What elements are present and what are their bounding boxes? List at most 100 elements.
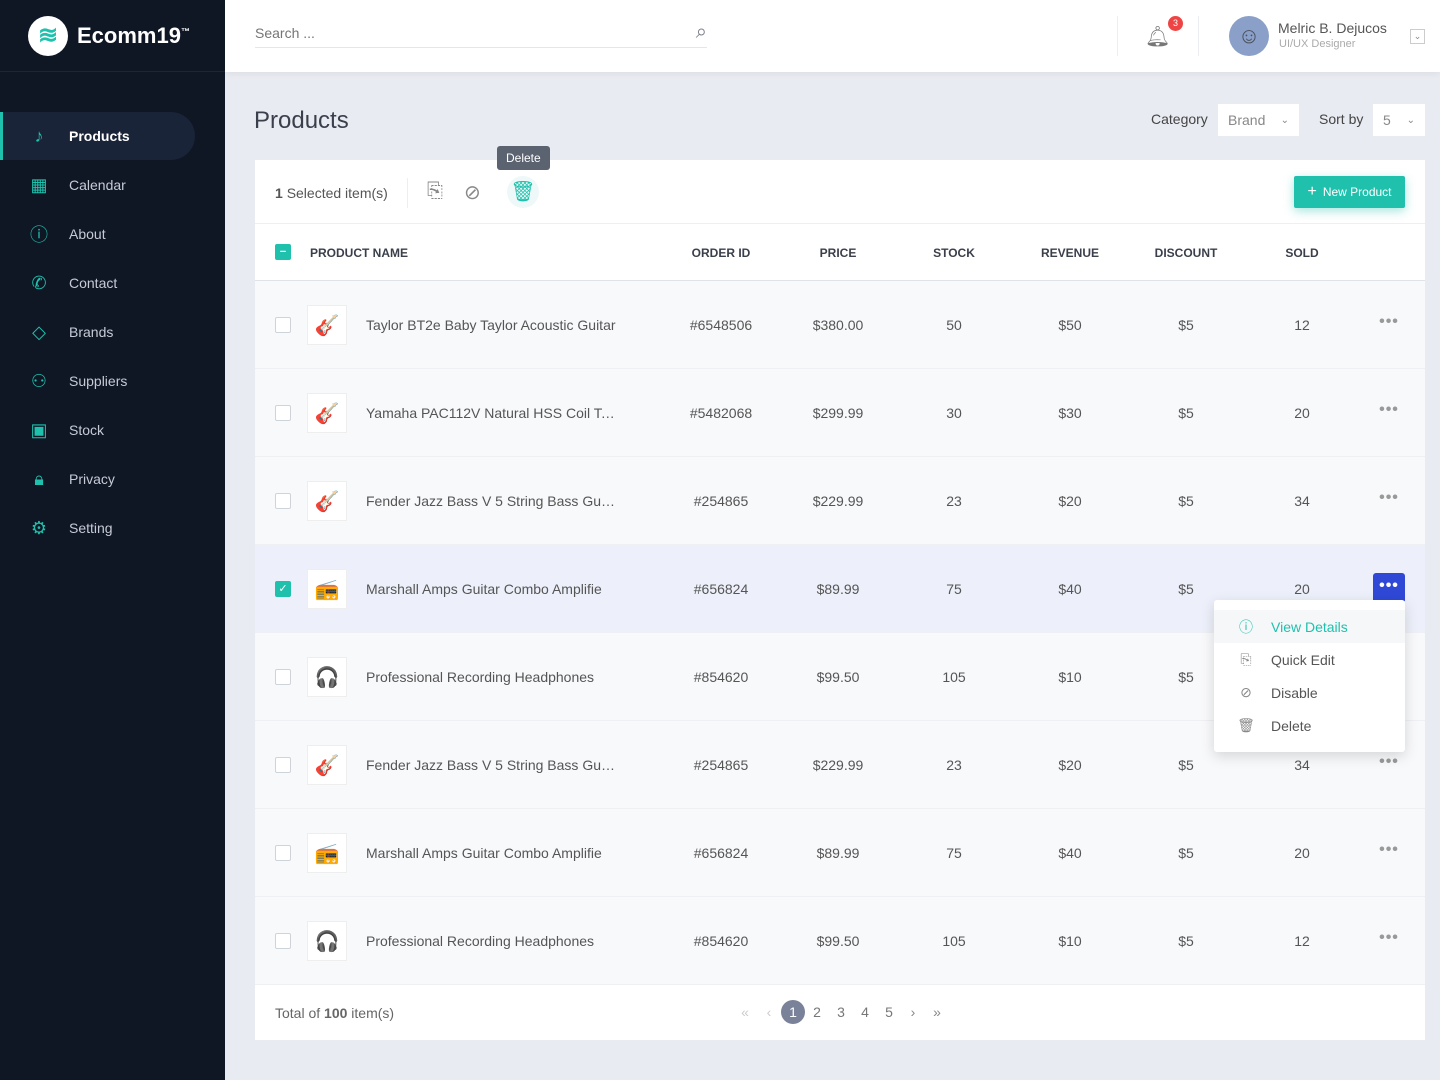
cell-sold: 34	[1294, 757, 1310, 773]
chevron-down-icon[interactable]: ⌄	[1410, 29, 1425, 44]
page-5[interactable]: 5	[885, 1004, 893, 1020]
product-name[interactable]: Fender Jazz Bass V 5 String Bass Guitar	[366, 757, 618, 773]
page-3[interactable]: 3	[837, 1004, 845, 1020]
product-name[interactable]: Taylor BT2e Baby Taylor Acoustic Guitar	[366, 317, 616, 333]
copy-icon[interactable]: ⎘	[427, 180, 443, 202]
cell-stock: 23	[946, 757, 962, 773]
prev-page-icon[interactable]: ‹	[766, 1004, 772, 1020]
column-header[interactable]: STOCK	[933, 246, 975, 260]
row-context-menu: ⓘ View Details ⎘ Quick Edit ⊘ Disable 🗑︎ Delete	[1214, 600, 1405, 752]
page-1[interactable]: 1	[781, 1000, 805, 1024]
cell-price: $299.99	[812, 405, 864, 421]
logo-icon: ≋	[28, 15, 68, 56]
table-row[interactable]: 📻 Marshall Amps Guitar Combo Amplifie #65…	[255, 809, 1425, 897]
row-checkbox[interactable]	[275, 317, 291, 333]
more-actions-button[interactable]: •••	[1379, 841, 1399, 858]
more-actions-button[interactable]: •••	[1379, 929, 1399, 946]
row-checkbox[interactable]	[275, 845, 291, 861]
product-thumbnail: 🎸	[307, 305, 347, 345]
product-name[interactable]: Professional Recording Headphones	[366, 669, 595, 685]
trademark: ™	[180, 26, 190, 37]
column-header[interactable]: PRICE	[819, 246, 857, 260]
first-page-icon[interactable]: «	[741, 1004, 749, 1020]
row-checkbox[interactable]	[275, 933, 291, 949]
avatar[interactable]: ☺	[1229, 16, 1269, 56]
copy-icon: ⎘	[1240, 651, 1252, 667]
trash-icon[interactable]: 🗑︎	[507, 176, 539, 208]
product-thumbnail: 🎧	[307, 657, 347, 697]
select-all-checkbox[interactable]: −	[275, 244, 291, 260]
cell-discount: $5	[1178, 493, 1194, 509]
selected-count: 1	[275, 185, 283, 201]
more-actions-button[interactable]: •••	[1379, 489, 1399, 506]
product-name[interactable]: Yamaha PAC112V Natural HSS Coil Tap Elec…	[366, 405, 618, 421]
sidebar-item-suppliers[interactable]: ⚇ Suppliers	[0, 357, 195, 405]
product-name[interactable]: Professional Recording Headphones	[366, 933, 595, 949]
user-role: UI/UX Designer	[1279, 38, 1356, 50]
column-header[interactable]: REVENUE	[1040, 246, 1100, 260]
sidebar-item-label: Calendar	[69, 177, 126, 193]
sidebar-item-brands[interactable]: ◇ Brands	[0, 308, 195, 356]
sidebar-item-label: Stock	[69, 422, 105, 438]
product-name[interactable]: Fender Jazz Bass V 5 String Bass Guitar	[366, 493, 618, 509]
menu-item-view-details[interactable]: ⓘ View Details	[1214, 610, 1405, 643]
cell-revenue: $30	[1058, 405, 1082, 421]
box-icon: ▣	[30, 419, 48, 440]
more-actions-button[interactable]: •••	[1373, 573, 1405, 603]
sidebar-item-stock[interactable]: ▣ Stock	[0, 406, 195, 454]
table-row[interactable]: 🎧 Professional Recording Headphones #8546…	[255, 897, 1425, 985]
cell-order: #656824	[693, 845, 749, 861]
more-actions-button[interactable]: •••	[1379, 401, 1399, 418]
page-4[interactable]: 4	[861, 1004, 869, 1020]
sidebar-item-calendar[interactable]: ▦ Calendar	[0, 161, 195, 209]
table-row[interactable]: 🎸 Taylor BT2e Baby Taylor Acoustic Guita…	[255, 281, 1425, 369]
row-checkbox[interactable]	[275, 757, 291, 773]
row-checkbox[interactable]	[275, 669, 291, 685]
search-input[interactable]	[255, 24, 655, 41]
new-product-button[interactable]: + New Product	[1294, 176, 1405, 208]
sidebar-item-contact[interactable]: ✆ Contact	[0, 259, 195, 307]
cell-price: $89.99	[816, 581, 860, 597]
sidebar-item-privacy[interactable]: 🔒︎ Privacy	[0, 455, 195, 503]
row-checkbox[interactable]	[275, 493, 291, 509]
sort-select[interactable]: 5 ⌄	[1373, 104, 1425, 136]
table-row[interactable]: 🎸 Yamaha PAC112V Natural HSS Coil Tap El…	[255, 369, 1425, 457]
category-select[interactable]: Brand ⌄	[1218, 104, 1299, 136]
phone-icon: ✆	[31, 272, 47, 293]
row-checkbox[interactable]: ✓	[275, 581, 291, 597]
cell-revenue: $40	[1058, 845, 1082, 861]
column-header[interactable]: ORDER ID	[691, 246, 751, 260]
sidebar-item-products[interactable]: ♪ Products	[0, 112, 195, 160]
row-checkbox[interactable]	[275, 405, 291, 421]
logo[interactable]: ≋ Ecomm19™	[0, 0, 225, 72]
cell-order: #6548506	[689, 317, 753, 333]
eye-off-icon[interactable]: ⊘	[464, 182, 481, 204]
column-header[interactable]: DISCOUNT	[1154, 246, 1218, 260]
cell-stock: 75	[946, 581, 962, 597]
total-suffix: item(s)	[351, 1005, 395, 1021]
table-row[interactable]: 🎸 Fender Jazz Bass V 5 String Bass Guita…	[255, 457, 1425, 545]
column-header[interactable]: SOLD	[1285, 246, 1319, 260]
page-2[interactable]: 2	[813, 1004, 821, 1020]
column-header[interactable]: PRODUCT NAME	[310, 246, 408, 260]
more-actions-button[interactable]: •••	[1379, 313, 1399, 330]
cell-order: #254865	[693, 493, 749, 509]
search-icon[interactable]: ⌕	[695, 21, 707, 43]
bell-icon[interactable]: 🔔︎	[1145, 26, 1171, 48]
cell-order: #254865	[693, 757, 749, 773]
sort-value: 5	[1383, 112, 1391, 128]
next-page-icon[interactable]: ›	[910, 1004, 916, 1020]
menu-item-quick-edit[interactable]: ⎘ Quick Edit	[1214, 643, 1405, 676]
selected-text: Selected item(s)	[286, 185, 388, 201]
last-page-icon[interactable]: »	[933, 1004, 941, 1020]
info-icon: ⓘ	[30, 225, 48, 245]
sidebar-item-setting[interactable]: ⚙ Setting	[0, 504, 195, 552]
sidebar-item-about[interactable]: ⓘ About	[0, 210, 195, 258]
product-name[interactable]: Marshall Amps Guitar Combo Amplifie	[366, 581, 602, 597]
trash-icon: 🗑︎	[1237, 717, 1255, 733]
product-name[interactable]: Marshall Amps Guitar Combo Amplifie	[366, 845, 602, 861]
menu-item-disable[interactable]: ⊘ Disable	[1214, 676, 1405, 709]
table-row[interactable]: 🎸 Fender Jazz Bass V 5 String Bass Guita…	[255, 721, 1425, 809]
more-actions-button[interactable]: •••	[1379, 753, 1399, 770]
menu-item-delete[interactable]: 🗑︎ Delete	[1214, 709, 1405, 742]
